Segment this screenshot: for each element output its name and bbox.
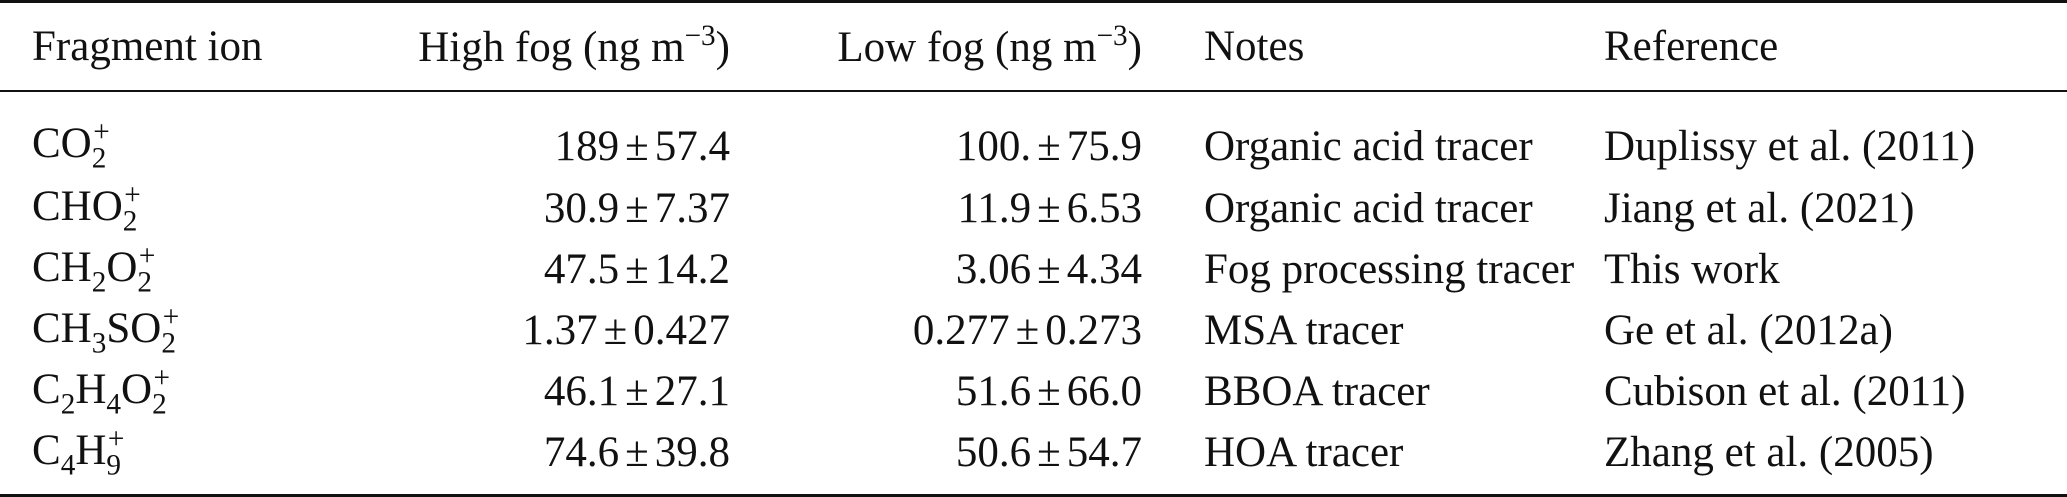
low-fog-error: 75.9 bbox=[1066, 122, 1142, 170]
reference-cell: Cubison et al. (2011) bbox=[1604, 368, 1966, 415]
high-fog-cell: 46.1 ±27.1 bbox=[332, 361, 730, 422]
reference-cell: Duplissy et al. (2011) bbox=[1604, 122, 1976, 170]
plus-minus: ± bbox=[1037, 246, 1061, 293]
high-fog-mean: 189 bbox=[554, 122, 620, 170]
ion-formula: CO2+ bbox=[32, 116, 110, 175]
plus-minus: ± bbox=[1037, 368, 1061, 415]
table-header-row: Fragment ion High fog (ng m−3) Low fog (… bbox=[0, 0, 2067, 92]
low-fog-error: 0.273 bbox=[1045, 307, 1142, 354]
fragment-ion-cell: C4H9+ bbox=[0, 422, 332, 483]
plus-minus: ± bbox=[1037, 122, 1061, 170]
low-fog-error: 4.34 bbox=[1066, 246, 1142, 293]
ion-formula: CH2O2+ bbox=[32, 239, 156, 299]
high-fog-cell: 30.9 ±7.37 bbox=[332, 178, 730, 239]
low-fog-error: 6.53 bbox=[1066, 185, 1142, 232]
plus-minus: ± bbox=[1015, 307, 1040, 354]
notes-cell: Organic acid tracer bbox=[1204, 122, 1533, 170]
header-high-fog-label: High fog (ng m bbox=[418, 24, 685, 72]
low-fog-cell: 11.9 ±6.53 bbox=[730, 178, 1142, 239]
low-fog-mean: 3.06 bbox=[955, 246, 1032, 293]
low-fog-error: 54.7 bbox=[1066, 429, 1142, 476]
header-high-fog-close: ) bbox=[715, 24, 730, 72]
low-fog-mean: 0.277 bbox=[912, 307, 1010, 354]
notes-cell: MSA tracer bbox=[1204, 307, 1404, 354]
plus-minus: ± bbox=[1037, 185, 1061, 232]
plus-minus: ± bbox=[625, 122, 649, 170]
table-row: CO2+ 189 ±57.4 100. ±75.9 Organic acid tra… bbox=[0, 92, 2067, 178]
table-row: CH2O2+ 47.5 ±14.2 3.06 ±4.34 Fog processin… bbox=[0, 239, 2067, 300]
plus-minus: ± bbox=[1037, 429, 1061, 476]
high-fog-error: 14.2 bbox=[654, 246, 730, 293]
notes-cell: Organic acid tracer bbox=[1204, 185, 1533, 232]
high-fog-cell: 47.5 ±14.2 bbox=[332, 239, 730, 300]
high-fog-error: 0.427 bbox=[633, 307, 730, 354]
high-fog-error: 39.8 bbox=[654, 429, 730, 476]
table-row: C2H4O2+ 46.1 ±27.1 51.6 ±66.0 BBOA tracer … bbox=[0, 361, 2067, 422]
notes-cell: HOA tracer bbox=[1204, 429, 1404, 476]
fragment-ion-table: Fragment ion High fog (ng m−3) Low fog (… bbox=[0, 0, 2067, 483]
header-low-fog-exponent: −3 bbox=[1096, 20, 1128, 53]
table-header-rule bbox=[0, 90, 2067, 92]
header-notes: Notes bbox=[1142, 0, 1604, 92]
fragment-ion-cell: CHO2+ bbox=[0, 178, 332, 239]
low-fog-error: 66.0 bbox=[1066, 368, 1142, 415]
high-fog-error: 27.1 bbox=[654, 368, 730, 415]
low-fog-cell: 100. ±75.9 bbox=[730, 92, 1142, 178]
header-high-fog: High fog (ng m−3) bbox=[332, 0, 730, 92]
reference-cell: Ge et al. (2012a) bbox=[1604, 307, 1893, 354]
ion-formula: C4H9+ bbox=[32, 422, 125, 482]
low-fog-mean: 51.6 bbox=[955, 368, 1032, 415]
high-fog-cell: 74.6 ±39.8 bbox=[332, 422, 730, 483]
low-fog-cell: 50.6 ±54.7 bbox=[730, 422, 1142, 483]
low-fog-cell: 3.06 ±4.34 bbox=[730, 239, 1142, 300]
low-fog-cell: 0.277 ±0.273 bbox=[730, 300, 1142, 361]
high-fog-mean: 30.9 bbox=[543, 185, 620, 232]
low-fog-mean: 50.6 bbox=[955, 429, 1032, 476]
high-fog-error: 7.37 bbox=[654, 185, 730, 232]
header-reference-label: Reference bbox=[1604, 22, 1779, 70]
ion-formula: C2H4O2+ bbox=[32, 361, 171, 421]
ion-formula: CH3SO2+ bbox=[32, 300, 180, 360]
high-fog-mean: 1.37 bbox=[522, 307, 598, 354]
fragment-ion-cell: CH2O2+ bbox=[0, 239, 332, 300]
table-row: CHO2+ 30.9 ±7.37 11.9 ±6.53 Organic acid t… bbox=[0, 178, 2067, 239]
header-reference: Reference bbox=[1604, 0, 2067, 92]
notes-cell: BBOA tracer bbox=[1204, 368, 1430, 415]
plus-minus: ± bbox=[625, 429, 649, 476]
plus-minus: ± bbox=[603, 307, 628, 354]
header-low-fog-close: ) bbox=[1127, 24, 1142, 72]
reference-cell: Zhang et al. (2005) bbox=[1604, 429, 1934, 476]
fragment-ion-cell: C2H4O2+ bbox=[0, 361, 332, 422]
high-fog-mean: 46.1 bbox=[543, 368, 620, 415]
low-fog-mean: 11.9 bbox=[957, 185, 1032, 232]
high-fog-cell: 189 ±57.4 bbox=[332, 92, 730, 178]
table-top-rule bbox=[0, 0, 2067, 3]
low-fog-mean: 100. bbox=[955, 122, 1032, 170]
table-bottom-rule bbox=[0, 494, 2067, 497]
high-fog-error: 57.4 bbox=[654, 122, 730, 170]
header-notes-label: Notes bbox=[1204, 22, 1305, 70]
plus-minus: ± bbox=[625, 185, 649, 232]
low-fog-cell: 51.6 ±66.0 bbox=[730, 361, 1142, 422]
header-high-fog-exponent: −3 bbox=[684, 20, 716, 53]
table-row: CH3SO2+ 1.37 ±0.427 0.277 ±0.273 MSA trace… bbox=[0, 300, 2067, 361]
header-fragment-ion: Fragment ion bbox=[0, 0, 332, 92]
ion-formula: CHO2+ bbox=[32, 178, 141, 238]
plus-minus: ± bbox=[625, 368, 649, 415]
high-fog-mean: 74.6 bbox=[543, 429, 620, 476]
header-low-fog-label: Low fog (ng m bbox=[837, 24, 1097, 72]
high-fog-cell: 1.37 ±0.427 bbox=[332, 300, 730, 361]
plus-minus: ± bbox=[625, 246, 649, 293]
table-row: C4H9+ 74.6 ±39.8 50.6 ±54.7 HOA tracer Zha… bbox=[0, 422, 2067, 483]
fragment-ion-cell: CH3SO2+ bbox=[0, 300, 332, 361]
notes-cell: Fog processing tracer bbox=[1204, 246, 1575, 293]
high-fog-mean: 47.5 bbox=[543, 246, 620, 293]
reference-cell: Jiang et al. (2021) bbox=[1604, 185, 1915, 232]
header-fragment-ion-label: Fragment ion bbox=[32, 22, 263, 70]
fragment-ion-cell: CO2+ bbox=[0, 92, 332, 178]
header-low-fog: Low fog (ng m−3) bbox=[730, 0, 1142, 92]
reference-cell: This work bbox=[1604, 246, 1780, 293]
